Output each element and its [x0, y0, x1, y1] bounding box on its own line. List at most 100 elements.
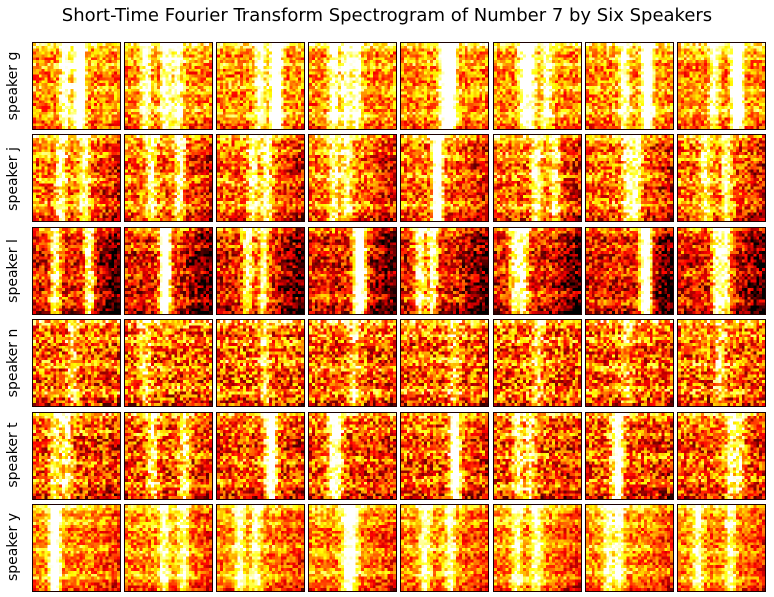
spectrogram-cell	[216, 42, 306, 130]
spectrogram-cell	[584, 134, 674, 223]
spectrogram-cell	[492, 319, 582, 408]
spectrogram-cell	[124, 319, 214, 408]
row-label-text: speaker g	[5, 51, 21, 121]
spectrogram-cell	[492, 411, 582, 500]
spectrogram-image	[401, 320, 489, 407]
spectrogram-image	[677, 320, 765, 407]
spectrogram-cell	[400, 226, 490, 315]
spectrogram-image	[309, 412, 397, 499]
row-label-speaker-n: speaker n	[0, 319, 26, 407]
spectrogram-image	[585, 505, 673, 591]
spectrogram-image	[585, 135, 673, 222]
spectrogram-image	[401, 43, 489, 129]
spectrogram-cell	[32, 319, 121, 408]
spectrogram-image	[493, 135, 581, 222]
spectrogram-cell	[32, 411, 121, 500]
row-label-speaker-l: speaker l	[0, 227, 26, 315]
spectrogram-cell	[584, 504, 674, 592]
spectrogram-cell	[32, 226, 121, 315]
spectrogram-cell	[216, 134, 306, 223]
spectrogram-image	[217, 320, 305, 407]
spectrogram-image	[33, 412, 120, 499]
spectrogram-cell	[676, 42, 766, 130]
spectrogram-image	[33, 227, 120, 314]
spectrogram-cell	[308, 319, 398, 408]
spectrogram-cell	[492, 226, 582, 315]
spectrogram-cell	[400, 411, 490, 500]
spectrogram-image	[401, 412, 489, 499]
spectrogram-image	[33, 43, 120, 129]
spectrogram-image	[309, 43, 397, 129]
row-label-text: speaker y	[5, 512, 21, 582]
spectrogram-cell	[124, 42, 214, 130]
spectrogram-image	[217, 135, 305, 222]
spectrogram-cell	[32, 504, 121, 592]
spectrogram-cell	[308, 226, 398, 315]
spectrogram-image	[125, 227, 213, 314]
spectrogram-image	[309, 505, 397, 591]
row-label-text: speaker t	[5, 422, 21, 488]
spectrogram-image	[585, 320, 673, 407]
row-label-text: speaker l	[5, 239, 21, 303]
spectrogram-cell	[584, 319, 674, 408]
spectrogram-cell	[400, 504, 490, 592]
row-label-speaker-t: speaker t	[0, 411, 26, 499]
spectrogram-cell	[492, 134, 582, 223]
spectrogram-image	[217, 227, 305, 314]
spectrogram-cell	[124, 504, 214, 592]
spectrogram-image	[217, 505, 305, 591]
spectrogram-image	[677, 135, 765, 222]
spectrogram-image	[585, 227, 673, 314]
spectrogram-cell	[308, 134, 398, 223]
spectrogram-image	[493, 320, 581, 407]
spectrogram-image	[401, 227, 489, 314]
row-label-speaker-j: speaker j	[0, 135, 26, 223]
spectrogram-image	[677, 505, 765, 591]
spectrogram-image	[217, 412, 305, 499]
spectrogram-image	[309, 320, 397, 407]
spectrogram-image	[309, 135, 397, 222]
spectrogram-cell	[400, 42, 490, 130]
spectrogram-image	[125, 505, 213, 591]
spectrogram-image	[493, 43, 581, 129]
row-label-text: speaker n	[5, 328, 21, 398]
spectrogram-image	[33, 320, 120, 407]
spectrogram-cell	[216, 319, 306, 408]
spectrogram-cell	[124, 411, 214, 500]
spectrogram-cell	[32, 42, 121, 130]
spectrogram-image	[125, 135, 213, 222]
spectrogram-image	[401, 505, 489, 591]
row-label-speaker-y: speaker y	[0, 503, 26, 591]
spectrogram-grid	[32, 42, 770, 594]
spectrogram-cell	[32, 134, 121, 223]
spectrogram-image	[493, 227, 581, 314]
spectrogram-cell	[676, 411, 766, 500]
spectrogram-image	[125, 412, 213, 499]
row-label-speaker-g: speaker g	[0, 42, 26, 130]
spectrogram-cell	[676, 226, 766, 315]
spectrogram-cell	[308, 411, 398, 500]
spectrogram-image	[125, 43, 213, 129]
spectrogram-image	[493, 412, 581, 499]
chart-title: Short-Time Fourier Transform Spectrogram…	[61, 5, 713, 26]
spectrogram-image	[677, 43, 765, 129]
spectrogram-cell	[584, 411, 674, 500]
spectrogram-cell	[676, 504, 766, 592]
spectrogram-cell	[216, 411, 306, 500]
spectrogram-cell	[124, 226, 214, 315]
spectrogram-cell	[308, 42, 398, 130]
row-label-text: speaker j	[5, 147, 21, 211]
spectrogram-cell	[216, 504, 306, 592]
spectrogram-cell	[400, 134, 490, 223]
spectrogram-cell	[124, 134, 214, 223]
spectrogram-cell	[584, 42, 674, 130]
spectrogram-image	[125, 320, 213, 407]
spectrogram-image	[493, 505, 581, 591]
spectrogram-image	[33, 135, 120, 222]
spectrogram-image	[585, 43, 673, 129]
spectrogram-image	[217, 43, 305, 129]
spectrogram-image	[401, 135, 489, 222]
spectrogram-image	[677, 412, 765, 499]
spectrogram-cell	[676, 134, 766, 223]
spectrogram-image	[33, 505, 120, 591]
